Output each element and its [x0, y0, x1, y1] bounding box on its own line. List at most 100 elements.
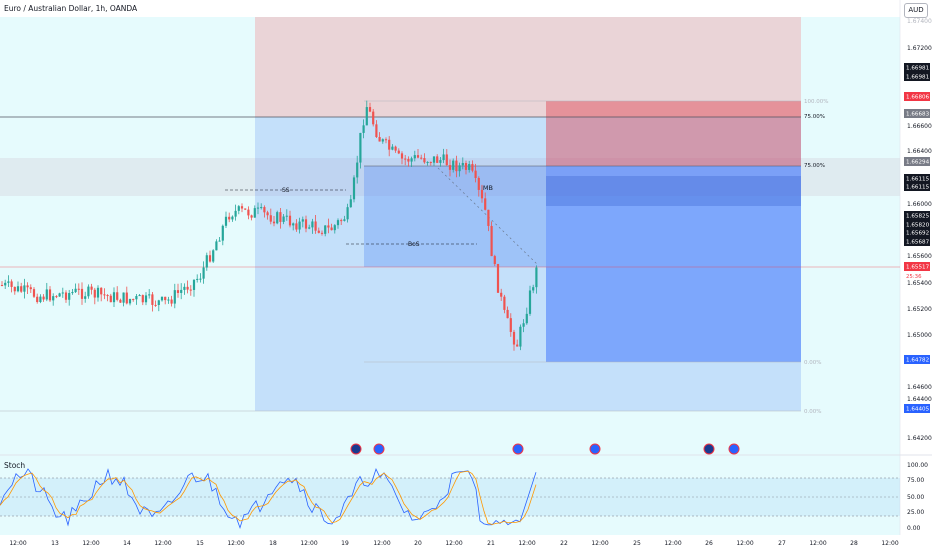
- flag-eu-icon[interactable]: [589, 443, 601, 455]
- candle-body: [288, 215, 292, 226]
- candle-body: [29, 287, 32, 290]
- candle-body: [397, 150, 400, 154]
- candle-body: [58, 293, 61, 297]
- price-badge: [904, 237, 930, 246]
- candle-body: [359, 132, 362, 163]
- candle-body: [100, 287, 103, 295]
- candle-body: [164, 296, 167, 301]
- candle-body: [231, 216, 234, 220]
- candle-body: [416, 155, 420, 158]
- flag-au-icon[interactable]: [350, 443, 362, 455]
- candle-body: [80, 288, 84, 299]
- candle-body: [324, 225, 327, 234]
- candle-body: [103, 294, 106, 296]
- candle-body: [122, 292, 125, 303]
- candle-body: [282, 216, 285, 222]
- candle-body: [276, 212, 279, 224]
- stoch-tick: 50.00: [907, 494, 924, 501]
- candle-body: [32, 289, 36, 297]
- price-badge: [904, 220, 930, 229]
- price-badge-label: 1.66981: [906, 75, 930, 81]
- candle-body: [119, 299, 122, 303]
- candle-body: [461, 162, 464, 166]
- candle-body: [160, 296, 164, 301]
- candle-body: [135, 296, 138, 300]
- price-tick: 1.65400: [907, 280, 932, 287]
- price-badge-label: 1.65825: [906, 214, 930, 220]
- price-badge: [904, 182, 930, 191]
- price-badge-label: 1.66294: [906, 160, 930, 166]
- price-badge: [904, 228, 930, 237]
- candle-body: [0, 285, 4, 286]
- candle-body: [487, 209, 490, 226]
- candle-body: [48, 289, 52, 301]
- flag-eu-icon[interactable]: [373, 443, 385, 455]
- candle-body: [39, 296, 42, 303]
- candle-body: [439, 160, 442, 163]
- price-badges: 1.66981 1.66981 1.66806 1.66683 1.66294 1.661…: [904, 63, 930, 413]
- candle-body: [292, 223, 295, 226]
- candle-body: [215, 241, 218, 251]
- candle-body: [244, 208, 247, 210]
- candle-body: [77, 288, 80, 290]
- candle-body: [71, 292, 74, 294]
- candle-body: [228, 216, 231, 220]
- time-ticks: 12:00 13 12:00 14 12:00 15 12:00 18 12:00 19 12:00…: [9, 540, 898, 547]
- imbalance-band: [546, 176, 801, 206]
- flag-eu-icon[interactable]: [728, 443, 740, 455]
- time-tick: 12:00: [445, 540, 462, 547]
- candle-body: [183, 286, 186, 290]
- candle-body: [180, 289, 183, 293]
- time-axis[interactable]: [0, 535, 932, 550]
- candle-body: [474, 170, 477, 178]
- candle-body: [90, 286, 93, 290]
- price-badge: [904, 174, 930, 183]
- currency-button[interactable]: AUD: [904, 3, 928, 18]
- candle-body: [320, 232, 324, 234]
- imb-label: IMB: [481, 184, 493, 192]
- candle-body: [16, 286, 20, 292]
- time-tick: 12:00: [591, 540, 608, 547]
- candles: [0, 100, 538, 351]
- candle-body: [64, 292, 68, 300]
- candle-body: [308, 227, 311, 229]
- price-tick: 1.64400: [907, 396, 932, 403]
- price-badge-label: 1.65517: [906, 265, 930, 271]
- candle-body: [410, 158, 413, 162]
- candle-body: [295, 223, 298, 230]
- price-tick: 1.66400: [907, 148, 932, 155]
- candle-body: [250, 215, 253, 218]
- candle-body: [199, 278, 202, 280]
- candle-body: [404, 158, 407, 160]
- candle-body: [173, 290, 176, 304]
- flag-eu-icon[interactable]: [512, 443, 524, 455]
- candle-body: [84, 296, 87, 299]
- candle-body: [96, 287, 100, 298]
- candle-body: [186, 286, 189, 290]
- time-tick: 12:00: [300, 540, 317, 547]
- candle-body: [375, 124, 378, 138]
- candle-body: [151, 294, 154, 305]
- price-tick: 1.66000: [907, 201, 932, 208]
- candle-body: [512, 331, 516, 345]
- candle-body: [400, 153, 404, 159]
- candle-body: [413, 155, 416, 159]
- candle-body: [141, 295, 144, 303]
- price-tick: 1.64200: [907, 435, 932, 442]
- candle-body: [368, 107, 372, 112]
- price-badge: [904, 72, 930, 81]
- price-badge-label: 1.65692: [906, 231, 929, 237]
- time-tick: 28: [850, 540, 858, 547]
- candle-body: [496, 264, 500, 293]
- event-icons: [350, 443, 740, 455]
- flag-au-icon[interactable]: [703, 443, 715, 455]
- candle-body: [333, 225, 336, 231]
- candle-body: [176, 290, 180, 293]
- candle-body: [132, 299, 135, 301]
- candle-body: [509, 318, 512, 332]
- candle-body: [346, 207, 349, 220]
- candle-body: [516, 344, 519, 347]
- candle-body: [304, 219, 308, 229]
- candle-body: [272, 221, 276, 224]
